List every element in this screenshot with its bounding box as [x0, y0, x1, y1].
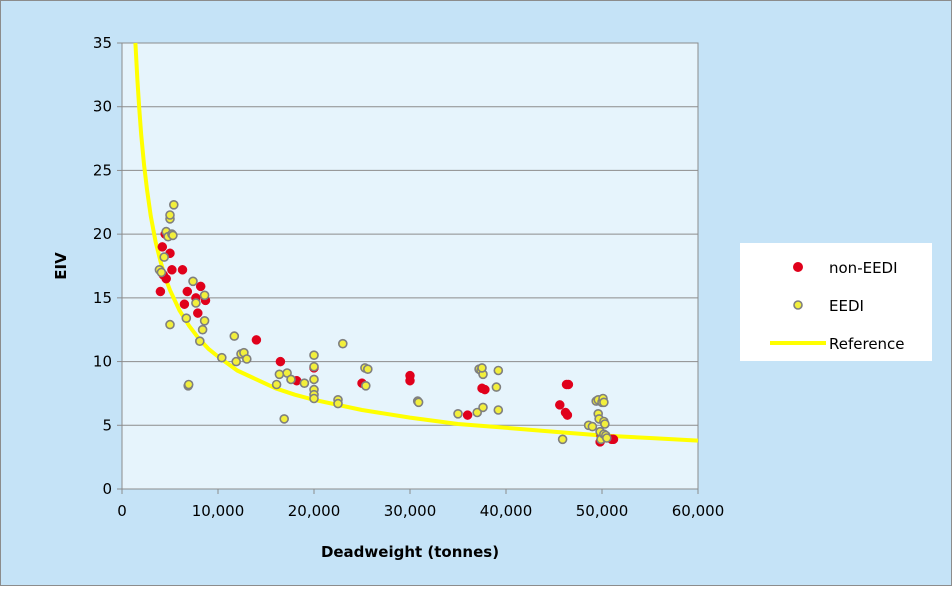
reference-curve-layer [133, 42, 699, 443]
eedi-point [362, 364, 373, 375]
eedi-point [333, 398, 343, 409]
eedi-point [309, 393, 319, 404]
legend-label-eedi: EEDI [829, 297, 864, 315]
x-tick-label: 20,000 [288, 502, 341, 520]
eedi-point [493, 365, 504, 376]
y-axis-label: EIV [52, 252, 70, 280]
eedi-point [229, 331, 240, 341]
non-eedi-point [462, 410, 473, 420]
eedi-point [183, 379, 194, 390]
eedi-point [413, 397, 424, 408]
plot-area [121, 42, 699, 490]
data-points [154, 200, 619, 447]
x-tick-label: 40,000 [480, 502, 533, 520]
eedi-point [477, 363, 487, 373]
y-tick-label: 25 [93, 161, 112, 179]
x-axis-label: Deadweight (tonnes) [321, 543, 499, 561]
non-eedi-point [275, 356, 286, 367]
eedi-point [309, 374, 319, 385]
eedi-point [599, 397, 609, 408]
eedi-point [587, 421, 598, 432]
eedi-point [271, 379, 282, 390]
eedi-point [181, 313, 192, 324]
reference-curve [133, 42, 699, 443]
eedi-point [557, 434, 568, 445]
eedi-point [478, 402, 488, 413]
eedi-point [159, 252, 169, 262]
y-tick-label: 10 [93, 353, 112, 371]
non-eedi-point [182, 286, 193, 297]
non-eedi-point [157, 242, 168, 252]
x-tick-label: 0 [117, 502, 127, 520]
non-eedi-point [179, 299, 190, 309]
eedi-point [286, 374, 296, 385]
non-eedi-point [195, 281, 206, 292]
eedi-point [165, 210, 175, 220]
eedi-point [601, 433, 612, 443]
eedi-point [491, 382, 502, 392]
eedi-point [309, 350, 319, 361]
legend-label-non-eedi: non-EEDI [829, 259, 898, 277]
eedi-point [156, 267, 167, 278]
eedi-point [165, 319, 175, 330]
eedi-point [337, 338, 348, 349]
legend-marker-non-eedi [793, 262, 803, 272]
x-tick-label: 50,000 [576, 502, 629, 520]
eedi-point [199, 315, 210, 326]
legend-marker-eedi [793, 300, 803, 310]
y-tick-label: 5 [102, 416, 112, 434]
non-eedi-point [193, 308, 203, 318]
eedi-point [299, 378, 310, 389]
y-tick-label: 0 [102, 480, 112, 498]
eedi-point [197, 324, 208, 335]
y-tick-label: 20 [93, 225, 112, 243]
legend-label-reference: Reference [829, 335, 905, 353]
eedi-point [279, 414, 290, 424]
eedi-point [169, 200, 179, 210]
eedi-point [231, 356, 241, 367]
eedi-point [199, 290, 210, 301]
non-eedi-point [555, 400, 565, 410]
eedi-point [191, 298, 201, 308]
eedi-point [168, 230, 178, 241]
axes [117, 42, 699, 494]
eedi-point [472, 407, 483, 418]
eedi-point [309, 361, 319, 372]
y-tick-label: 35 [93, 34, 112, 52]
non-eedi-point [167, 265, 177, 275]
non-eedi-point [251, 335, 262, 345]
x-tick-label: 30,000 [384, 502, 437, 520]
non-eedi-point [177, 265, 188, 275]
non-eedi-point [562, 410, 573, 420]
eedi-point [195, 336, 205, 347]
eedi-point [453, 408, 463, 419]
non-eedi-point [405, 375, 415, 386]
eedi-point [493, 405, 504, 415]
eedi-point [242, 354, 252, 364]
x-tick-label: 60,000 [672, 502, 725, 520]
non-eedi-point [480, 384, 490, 395]
eedi-point [360, 380, 371, 391]
eedi-point [188, 276, 198, 287]
eedi-point [600, 419, 610, 429]
eedi-point [217, 352, 227, 363]
tick-labels: 0 5 10 15 20 25 30 35 0 10,000 20,000 30,000 40,000 5… [93, 34, 724, 520]
eedi-point [274, 369, 285, 380]
non-eedi-point [563, 379, 574, 390]
x-tick-label: 10,000 [192, 502, 245, 520]
y-tick-label: 30 [93, 98, 112, 116]
legend: non-EEDI EEDI Reference [740, 243, 932, 361]
y-tick-label: 15 [93, 289, 112, 307]
non-eedi-point [155, 286, 166, 297]
